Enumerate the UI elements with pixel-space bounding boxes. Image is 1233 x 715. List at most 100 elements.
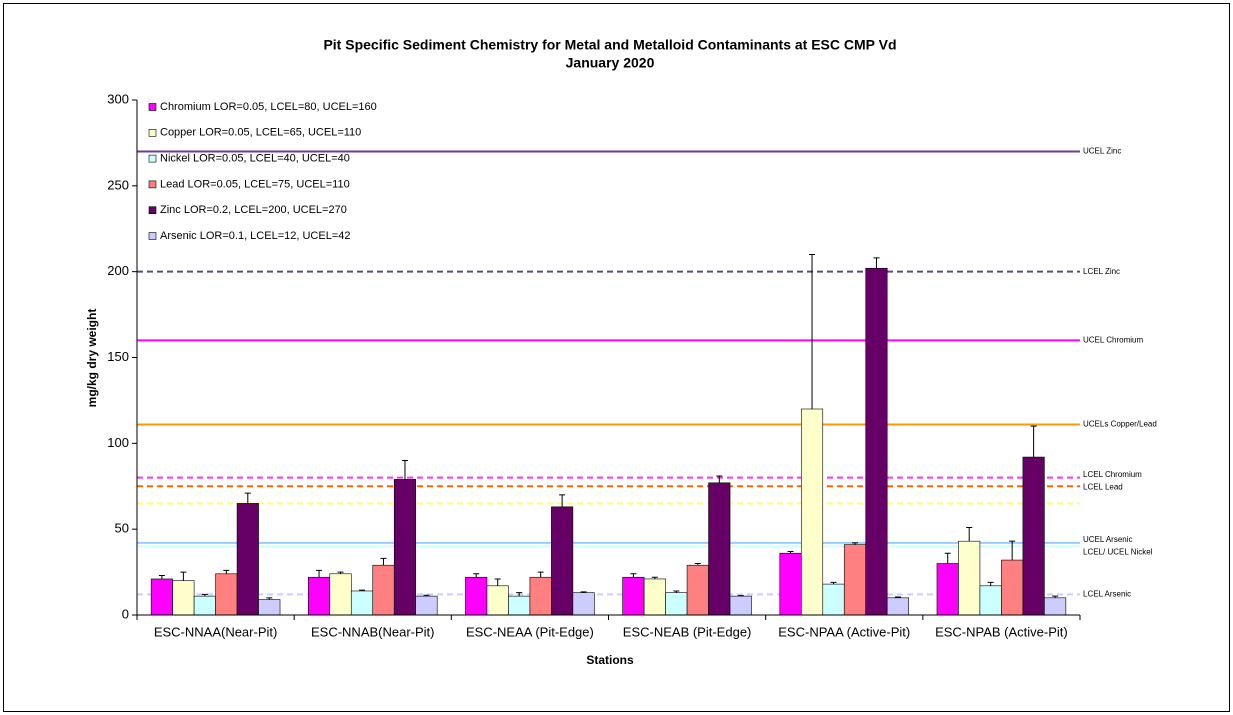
error-bar: [266, 597, 273, 600]
error-bar: [401, 460, 408, 480]
error-bar: [223, 569, 230, 574]
bar: [215, 573, 238, 616]
y-tick-label: 150: [107, 349, 129, 364]
bar: [193, 595, 216, 616]
error-bar: [673, 590, 680, 593]
x-axis-label: Stations: [586, 653, 634, 667]
bar: [572, 592, 595, 616]
error-bar: [944, 552, 951, 564]
y-tick-label: 300: [107, 91, 129, 106]
error-bar: [516, 592, 523, 597]
x-tick-label: ESC-NNAB(Near-Pit): [311, 624, 435, 639]
error-bar: [830, 581, 837, 585]
bar: [508, 595, 531, 616]
error-bar: [158, 575, 165, 579]
legend-label: Nickel LOR=0.05, LCEL=40, UCEL=40: [160, 153, 350, 165]
error-bar: [1009, 540, 1016, 561]
legend-swatch: [148, 154, 157, 163]
bar: [1001, 559, 1024, 616]
error-bar: [809, 254, 816, 409]
bar: [622, 576, 645, 616]
error-bar: [537, 571, 544, 578]
bar: [936, 563, 959, 616]
plot-area: [137, 100, 1080, 615]
bar: [665, 592, 688, 616]
bar: [258, 599, 281, 616]
error-bar: [580, 591, 587, 593]
reference-label: LCEL Arsenic: [1083, 590, 1131, 599]
error-bar: [423, 594, 430, 597]
legend-swatch: [148, 206, 157, 214]
error-bar: [494, 578, 501, 586]
error-bar: [559, 494, 566, 507]
error-bar: [359, 589, 366, 591]
bar: [843, 544, 867, 616]
bar: [551, 506, 574, 616]
error-bar: [244, 492, 251, 504]
bar: [529, 576, 552, 616]
y-tick-label: 250: [107, 177, 129, 192]
error-bar: [1052, 595, 1059, 598]
bar: [979, 585, 1002, 616]
legend-label: Zinc LOR=0.2, LCEL=200, UCEL=270: [160, 204, 347, 216]
bar: [329, 573, 352, 616]
legend-label: Arsenic LOR=0.1, LCEL=12, UCEL=42: [160, 230, 350, 242]
bar: [372, 564, 395, 616]
error-bar: [787, 550, 794, 554]
x-tick-label: ESC-NPAA (Active-Pit): [778, 624, 910, 639]
x-tick-label: ESC-NEAA (Pit-Edge): [466, 624, 594, 639]
x-tick-label: ESC-NEAB (Pit-Edge): [623, 624, 752, 639]
error-bar: [316, 569, 323, 578]
legend-swatch: [148, 180, 157, 189]
x-tick-label: ESC-NNAA(Near-Pit): [154, 624, 278, 639]
bar: [708, 482, 731, 616]
error-bar: [716, 475, 723, 483]
reference-label: LCEL Chromium: [1083, 470, 1142, 479]
bar: [393, 479, 417, 616]
error-bar: [1030, 425, 1037, 458]
bar: [886, 597, 909, 616]
y-tick-label: 100: [107, 435, 129, 450]
error-bar: [337, 571, 344, 574]
error-bar: [473, 573, 480, 578]
legend-swatch: [148, 232, 157, 240]
bar: [415, 595, 438, 616]
legend-label: Copper LOR=0.05, LCEL=65, UCEL=110: [160, 127, 361, 139]
bar: [350, 590, 374, 616]
bar: [729, 595, 752, 616]
chart-subtitle: January 2020: [566, 55, 655, 71]
y-axis-label: mg/kg dry weight: [85, 309, 99, 408]
legend-label: Lead LOR=0.05, LCEL=75, UCEL=110: [160, 178, 350, 190]
y-tick-label: 0: [122, 606, 129, 621]
error-bar: [380, 557, 387, 566]
error-bar: [630, 573, 637, 578]
bar: [236, 503, 259, 616]
bar: [958, 540, 981, 616]
error-bar: [851, 542, 858, 545]
bar: [779, 552, 802, 616]
error-bar: [966, 526, 973, 542]
reference-label: UCEL Zinc: [1083, 147, 1121, 156]
bar: [686, 564, 709, 616]
error-bar: [873, 257, 880, 269]
reference-label: UCELs Copper/Lead: [1083, 420, 1157, 429]
bar: [465, 576, 488, 616]
bar: [865, 267, 888, 616]
bar: [150, 578, 173, 616]
reference-label: UCEL Arsenic: [1083, 535, 1133, 544]
reference-label: LCEL Zinc: [1083, 267, 1120, 276]
bar: [800, 408, 824, 616]
reference-label: LCEL Lead: [1083, 482, 1123, 491]
bar: [486, 585, 509, 616]
error-bar: [201, 593, 208, 597]
error-bar: [987, 581, 994, 586]
error-bar: [180, 571, 187, 581]
error-bar: [894, 596, 901, 598]
reference-label: LCEL/ UCEL Nickel: [1083, 547, 1153, 556]
error-bar: [651, 576, 658, 579]
error-bar: [694, 563, 701, 566]
legend-swatch: [148, 103, 157, 111]
chart-title: Pit Specific Sediment Chemistry for Meta…: [323, 37, 896, 53]
bar: [308, 576, 331, 616]
